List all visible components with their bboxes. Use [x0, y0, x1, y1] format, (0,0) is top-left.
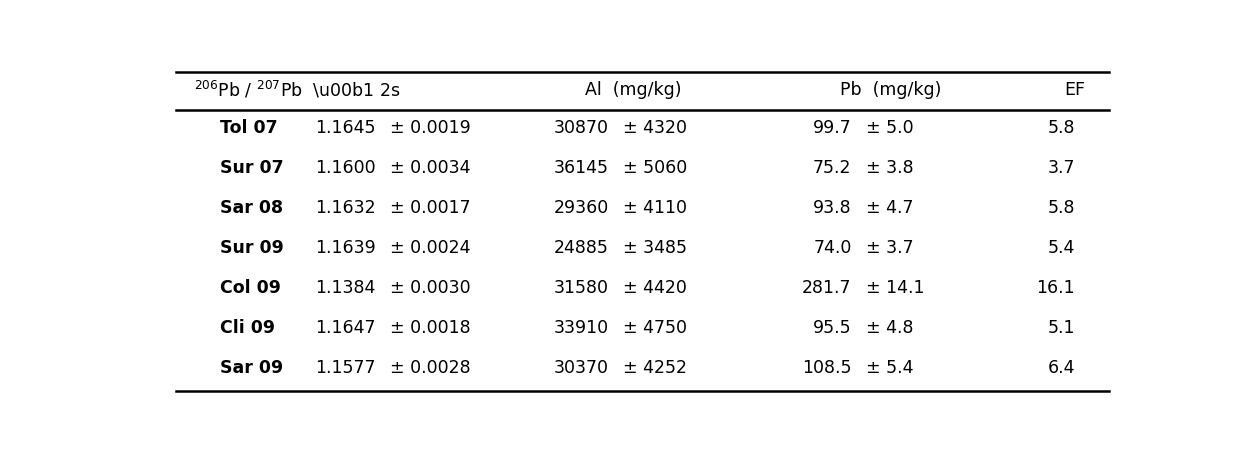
- Text: 30870: 30870: [554, 119, 608, 137]
- Text: 108.5: 108.5: [803, 359, 851, 377]
- Text: Cli 09: Cli 09: [219, 319, 275, 337]
- Text: ± 3.8: ± 3.8: [867, 159, 914, 177]
- Text: Sar 08: Sar 08: [219, 199, 283, 217]
- Text: 6.4: 6.4: [1047, 359, 1075, 377]
- Text: 99.7: 99.7: [813, 119, 851, 137]
- Text: 3.7: 3.7: [1047, 159, 1075, 177]
- Text: 1.1647: 1.1647: [315, 319, 375, 337]
- Text: ± 0.0034: ± 0.0034: [390, 159, 470, 177]
- Text: 36145: 36145: [554, 159, 608, 177]
- Text: ± 3485: ± 3485: [623, 239, 687, 257]
- Text: EF: EF: [1065, 81, 1086, 99]
- Text: Sar 09: Sar 09: [219, 359, 283, 377]
- Text: Sur 09: Sur 09: [219, 239, 283, 257]
- Text: ± 0.0017: ± 0.0017: [390, 199, 470, 217]
- Text: Sur 07: Sur 07: [219, 159, 283, 177]
- Text: 5.4: 5.4: [1048, 239, 1075, 257]
- Text: ± 5.4: ± 5.4: [867, 359, 914, 377]
- Text: 1.1645: 1.1645: [315, 119, 375, 137]
- Text: ± 4320: ± 4320: [623, 119, 687, 137]
- Text: Col 09: Col 09: [219, 279, 281, 297]
- Text: 5.8: 5.8: [1047, 119, 1075, 137]
- Text: ± 0.0028: ± 0.0028: [390, 359, 470, 377]
- Text: ± 14.1: ± 14.1: [867, 279, 924, 297]
- Text: 93.8: 93.8: [813, 199, 851, 217]
- Text: Al  (mg/kg): Al (mg/kg): [584, 81, 681, 99]
- Text: ± 0.0024: ± 0.0024: [390, 239, 470, 257]
- Text: 16.1: 16.1: [1037, 279, 1075, 297]
- Text: ± 3.7: ± 3.7: [867, 239, 914, 257]
- Text: ± 0.0019: ± 0.0019: [390, 119, 470, 137]
- Text: 95.5: 95.5: [813, 319, 851, 337]
- Text: 29360: 29360: [553, 199, 608, 217]
- Text: 5.1: 5.1: [1047, 319, 1075, 337]
- Text: 1.1577: 1.1577: [315, 359, 375, 377]
- Text: $^{206}$Pb / $^{207}$Pb  \u00b1 2s: $^{206}$Pb / $^{207}$Pb \u00b1 2s: [194, 80, 401, 101]
- Text: ± 5.0: ± 5.0: [867, 119, 914, 137]
- Text: ± 4.8: ± 4.8: [867, 319, 914, 337]
- Text: 31580: 31580: [554, 279, 608, 297]
- Text: Pb  (mg/kg): Pb (mg/kg): [840, 81, 942, 99]
- Text: 74.0: 74.0: [814, 239, 851, 257]
- Text: 30370: 30370: [554, 359, 608, 377]
- Text: ± 4.7: ± 4.7: [867, 199, 914, 217]
- Text: 33910: 33910: [553, 319, 608, 337]
- Text: ± 4420: ± 4420: [623, 279, 687, 297]
- Text: 281.7: 281.7: [803, 279, 851, 297]
- Text: 1.1384: 1.1384: [315, 279, 375, 297]
- Text: 75.2: 75.2: [813, 159, 851, 177]
- Text: 1.1639: 1.1639: [315, 239, 375, 257]
- Text: ± 4750: ± 4750: [623, 319, 687, 337]
- Text: 1.1632: 1.1632: [315, 199, 375, 217]
- Text: 24885: 24885: [554, 239, 608, 257]
- Text: ± 0.0030: ± 0.0030: [390, 279, 470, 297]
- Text: 1.1600: 1.1600: [315, 159, 375, 177]
- Text: ± 4110: ± 4110: [623, 199, 687, 217]
- Text: 5.8: 5.8: [1047, 199, 1075, 217]
- Text: ± 5060: ± 5060: [623, 159, 687, 177]
- Text: ± 0.0018: ± 0.0018: [390, 319, 470, 337]
- Text: ± 4252: ± 4252: [623, 359, 687, 377]
- Text: Tol 07: Tol 07: [219, 119, 277, 137]
